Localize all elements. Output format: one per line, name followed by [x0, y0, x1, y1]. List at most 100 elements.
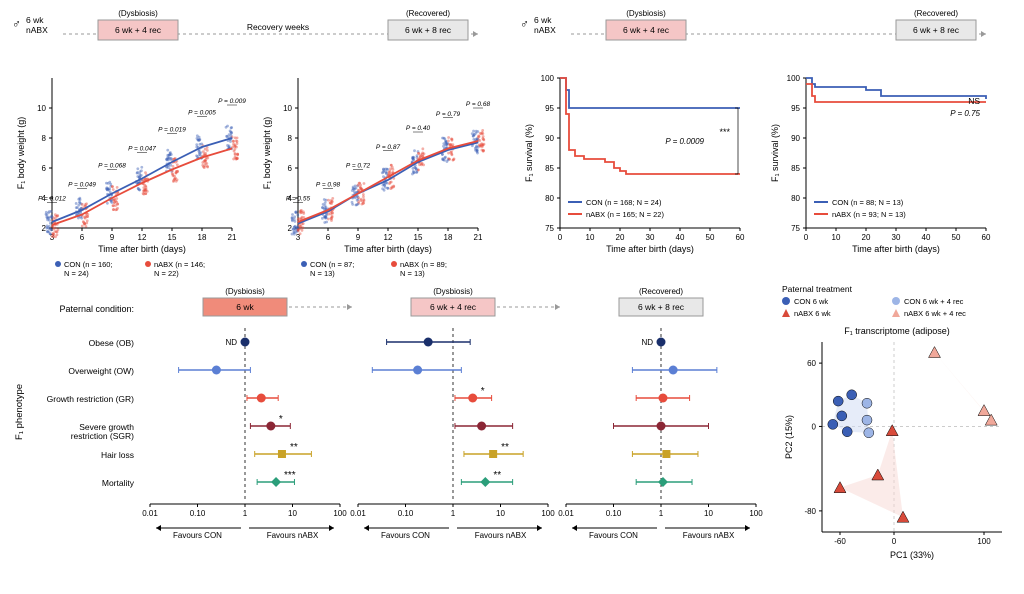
svg-text:Favours nABX: Favours nABX — [475, 531, 527, 540]
svg-text:90: 90 — [545, 134, 554, 143]
svg-text:1: 1 — [659, 509, 664, 518]
svg-text:100: 100 — [977, 537, 991, 546]
svg-text:21: 21 — [228, 233, 237, 242]
svg-text:nABX: nABX — [26, 25, 48, 35]
growth-left-pair: 24681036912151821P = 0.012P = 0.049P = 0… — [8, 48, 498, 278]
top-row: ♂6 wknABX(Dysbiosis)6 wk + 4 recRecovery… — [8, 8, 1016, 278]
svg-text:nABX 6 wk: nABX 6 wk — [794, 309, 831, 318]
svg-text:12: 12 — [138, 233, 147, 242]
svg-text:F₁ phenotype: F₁ phenotype — [14, 384, 25, 440]
svg-text:10: 10 — [283, 104, 292, 113]
svg-text:0.10: 0.10 — [398, 509, 414, 518]
svg-text:15: 15 — [168, 233, 177, 242]
svg-text:P = 0.79: P = 0.79 — [436, 111, 461, 118]
svg-text:Hair loss: Hair loss — [101, 450, 134, 460]
svg-text:Favours nABX: Favours nABX — [683, 531, 735, 540]
svg-text:Paternal treatment: Paternal treatment — [782, 284, 853, 294]
svg-text:20: 20 — [862, 233, 871, 242]
svg-text:30: 30 — [646, 233, 655, 242]
svg-text:6 wk: 6 wk — [236, 302, 254, 312]
svg-text:6: 6 — [42, 164, 47, 173]
svg-text:0: 0 — [892, 537, 897, 546]
survival-pair: 75808590951000102030405060F₁ survival (%… — [516, 48, 1006, 278]
svg-text:(Recovered): (Recovered) — [639, 287, 683, 296]
svg-text:80: 80 — [791, 194, 800, 203]
svg-text:PC1 (33%): PC1 (33%) — [890, 550, 934, 560]
svg-text:ND: ND — [225, 338, 237, 347]
svg-text:♂: ♂ — [520, 17, 529, 31]
svg-text:Favours nABX: Favours nABX — [267, 531, 319, 540]
svg-text:**: ** — [290, 442, 298, 453]
svg-text:Overweight (OW): Overweight (OW) — [68, 366, 134, 376]
svg-text:N = 13): N = 13) — [400, 269, 425, 278]
svg-text:75: 75 — [791, 224, 800, 233]
svg-text:Time after birth (days): Time after birth (days) — [606, 244, 694, 254]
svg-text:12: 12 — [384, 233, 393, 242]
svg-text:(Dysbiosis): (Dysbiosis) — [433, 287, 473, 296]
svg-text:0: 0 — [804, 233, 809, 242]
svg-text:**: ** — [493, 470, 501, 481]
svg-text:60: 60 — [982, 233, 991, 242]
svg-text:(Dysbiosis): (Dysbiosis) — [225, 287, 265, 296]
svg-text:(Recovered): (Recovered) — [406, 9, 450, 18]
timeline-right: ♂6 wknABX(Dysbiosis)6 wk + 4 rec(Recover… — [516, 8, 1006, 48]
svg-text:ND: ND — [641, 338, 653, 347]
svg-text:6 wk + 8 rec: 6 wk + 8 rec — [405, 25, 452, 35]
svg-text:85: 85 — [791, 164, 800, 173]
svg-text:6: 6 — [326, 233, 331, 242]
svg-text:Recovery weeks: Recovery weeks — [247, 22, 309, 32]
svg-text:F₁ transcriptome (adipose): F₁ transcriptome (adipose) — [844, 326, 950, 336]
svg-text:6: 6 — [288, 164, 293, 173]
svg-text:P = 0.012: P = 0.012 — [38, 196, 66, 203]
svg-text:Time after birth (days): Time after birth (days) — [344, 244, 432, 254]
svg-text:F₁ survival (%): F₁ survival (%) — [524, 124, 534, 182]
svg-text:15: 15 — [414, 233, 423, 242]
svg-text:6 wk + 4 rec: 6 wk + 4 rec — [623, 25, 670, 35]
svg-text:CON (n = 160;: CON (n = 160; — [64, 260, 113, 269]
svg-text:10: 10 — [586, 233, 595, 242]
svg-text:0: 0 — [558, 233, 563, 242]
svg-text:Paternal condition:: Paternal condition: — [59, 304, 134, 314]
svg-text:nABX: nABX — [534, 25, 556, 35]
forest-panels: Paternal condition: Obese (OB) Overweight … — [8, 282, 778, 582]
svg-text:50: 50 — [952, 233, 961, 242]
svg-text:F₁ body weight (g): F₁ body weight (g) — [262, 117, 272, 190]
svg-text:6 wk + 8 rec: 6 wk + 8 rec — [638, 302, 685, 312]
svg-text:F₁ body weight (g): F₁ body weight (g) — [16, 117, 26, 190]
svg-text:P = 0.047: P = 0.047 — [128, 145, 156, 152]
svg-text:P = 0.68: P = 0.68 — [466, 101, 491, 108]
svg-text:100: 100 — [541, 509, 555, 518]
svg-text:nABX (n = 146;: nABX (n = 146; — [154, 260, 205, 269]
svg-text:95: 95 — [791, 104, 800, 113]
svg-text:0.10: 0.10 — [606, 509, 622, 518]
svg-text:10: 10 — [704, 509, 713, 518]
svg-text:10: 10 — [288, 509, 297, 518]
svg-text:9: 9 — [110, 233, 115, 242]
svg-text:P = 0.019: P = 0.019 — [158, 127, 186, 134]
svg-text:**: ** — [501, 442, 509, 453]
svg-text:P = 0.40: P = 0.40 — [406, 125, 431, 132]
svg-text:N = 13): N = 13) — [310, 269, 335, 278]
svg-text:nABX (n = 93; N = 13): nABX (n = 93; N = 13) — [832, 210, 906, 219]
svg-text:P = 0.98: P = 0.98 — [316, 181, 341, 188]
svg-text:21: 21 — [474, 233, 483, 242]
svg-text:100: 100 — [787, 74, 801, 83]
svg-text:P = 0.068: P = 0.068 — [98, 163, 126, 170]
svg-text:NS: NS — [968, 96, 980, 106]
svg-text:6 wk + 4 rec: 6 wk + 4 rec — [115, 25, 162, 35]
svg-text:P = 0.049: P = 0.049 — [68, 181, 96, 188]
svg-text:P = 0.55: P = 0.55 — [286, 196, 311, 203]
svg-text:1: 1 — [243, 509, 248, 518]
svg-text:P = 0.87: P = 0.87 — [376, 144, 401, 151]
svg-text:Obese (OB): Obese (OB) — [89, 338, 135, 348]
svg-text:6 wk + 8 rec: 6 wk + 8 rec — [913, 25, 960, 35]
svg-text:6 wk + 4 rec: 6 wk + 4 rec — [430, 302, 477, 312]
svg-text:90: 90 — [791, 134, 800, 143]
svg-text:10: 10 — [37, 104, 46, 113]
svg-text:18: 18 — [444, 233, 453, 242]
svg-text:CON (n = 87;: CON (n = 87; — [310, 260, 354, 269]
svg-text:P = 0.005: P = 0.005 — [188, 109, 216, 116]
svg-text:***: *** — [719, 127, 730, 137]
svg-text:(Dysbiosis): (Dysbiosis) — [626, 9, 666, 18]
svg-text:CON 6 wk: CON 6 wk — [794, 297, 828, 306]
